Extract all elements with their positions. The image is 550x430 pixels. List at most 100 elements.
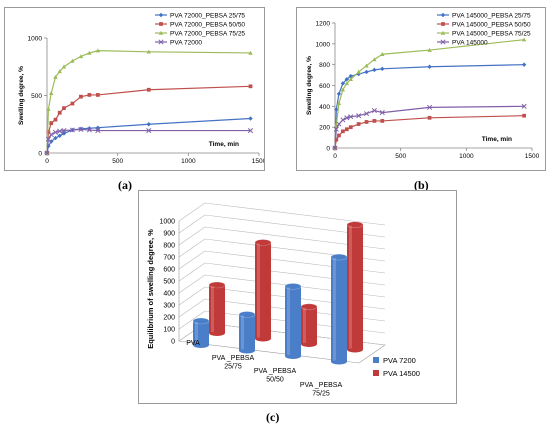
legend-label: PVA 145000 xyxy=(452,40,488,47)
bar-pva-7200 xyxy=(284,283,302,359)
category-label: 75/25 xyxy=(312,391,330,398)
category-label: 25/75 xyxy=(224,364,242,371)
data-point xyxy=(521,103,527,109)
data-point xyxy=(380,119,385,123)
data-point xyxy=(57,110,62,115)
data-point xyxy=(380,66,385,72)
y-tick-label: 200 xyxy=(319,125,330,132)
chart-panel-c: 0 100 200 300 400 500 600 700 800 900 1000 Equilibr… xyxy=(138,190,457,404)
data-point xyxy=(522,113,526,118)
series-line xyxy=(334,39,525,149)
y-tick-label: 700 xyxy=(163,255,175,262)
category-label: 50/50 xyxy=(266,377,284,384)
cylinder-body xyxy=(193,321,209,348)
data-point xyxy=(332,145,338,151)
gridline xyxy=(178,274,206,294)
data-point xyxy=(427,115,432,120)
x-tick-label: 0 xyxy=(45,158,49,165)
gridline xyxy=(204,202,386,226)
x-tick-label: 1500 xyxy=(252,158,264,165)
legend-label: PVA 72000 xyxy=(170,40,202,47)
gridline xyxy=(178,286,206,306)
data-point xyxy=(372,119,377,123)
data-point xyxy=(356,122,361,126)
cylinder-body xyxy=(239,314,255,354)
gridline xyxy=(178,214,206,234)
x-tick-label: 1500 xyxy=(525,153,540,160)
data-point xyxy=(379,110,385,116)
cylinder-body xyxy=(285,286,301,359)
y-axis-label: Equilibrium of swelling degree, % xyxy=(146,229,155,349)
data-point xyxy=(49,139,54,144)
cylinder-highlight xyxy=(241,315,244,350)
series-line xyxy=(46,50,251,154)
data-point xyxy=(344,115,350,121)
data-point xyxy=(46,107,51,112)
y-tick-label: 800 xyxy=(319,62,330,69)
data-point xyxy=(57,69,62,74)
data-point xyxy=(363,111,370,117)
data-point xyxy=(356,69,361,74)
series-3 xyxy=(44,48,253,155)
legend-label: PVA 14500 xyxy=(383,369,420,378)
data-point xyxy=(53,74,58,79)
data-point xyxy=(248,50,253,55)
data-point xyxy=(46,130,51,135)
legend-label: PVA 145000_PEBSA 75/25 xyxy=(452,31,531,38)
data-point xyxy=(52,129,59,135)
data-point xyxy=(344,81,350,86)
data-point xyxy=(348,114,354,120)
data-point xyxy=(61,128,67,134)
data-point xyxy=(521,37,527,42)
bar-pva-7200 xyxy=(238,311,256,354)
data-point xyxy=(336,121,342,127)
data-point xyxy=(364,63,369,68)
data-point xyxy=(427,47,432,52)
cylinder-body xyxy=(301,306,317,347)
y-tick-label: 1000 xyxy=(159,219,175,226)
data-point xyxy=(248,84,253,89)
y-tick-label: 900 xyxy=(163,231,175,238)
caption-c: (c) xyxy=(266,410,280,424)
data-point xyxy=(78,54,84,59)
cylinder-highlight xyxy=(333,258,336,361)
data-point xyxy=(146,128,152,134)
data-point xyxy=(340,87,346,92)
data-point xyxy=(48,132,54,138)
data-point xyxy=(96,93,100,97)
y-tick-label: 500 xyxy=(163,279,175,286)
data-point xyxy=(344,77,350,82)
cylinder-highlight xyxy=(349,225,352,349)
chart-panel-a: 0 500 1000 0 500 1000 1500 Swelling degree, % Ti… xyxy=(4,7,267,171)
data-point xyxy=(334,137,339,142)
legend-marker xyxy=(441,22,445,26)
cylinder-body xyxy=(209,285,225,336)
data-point xyxy=(86,127,92,133)
cylinder-body xyxy=(255,242,271,342)
gridline xyxy=(178,250,206,270)
data-point xyxy=(95,128,101,134)
legend-swatch xyxy=(373,370,379,376)
cylinder-body xyxy=(347,224,363,353)
chart-panel-b: 0 200 400 600 800 1000 1200 0 500 1000 1500 Swellin… xyxy=(296,7,546,171)
data-point xyxy=(521,62,527,67)
legend-label: PVA 7200 xyxy=(383,356,416,365)
caption-b: (b) xyxy=(414,178,429,192)
data-point xyxy=(45,136,51,142)
y-tick-label: 100 xyxy=(163,327,175,334)
gridline xyxy=(178,310,206,330)
bar-pva-14500 xyxy=(254,239,272,342)
legend-marker xyxy=(158,30,164,35)
data-point xyxy=(146,87,151,92)
gridline xyxy=(178,202,206,222)
data-point xyxy=(364,120,369,124)
legend-label: PVA 145000_PEBSA 50/50 xyxy=(452,22,531,29)
bar-pva-14500 xyxy=(208,281,226,336)
gridline xyxy=(178,262,206,282)
cylinder-highlight xyxy=(257,243,260,338)
data-point xyxy=(372,57,377,62)
cylinder-top xyxy=(330,253,348,261)
x-tick-label: 1000 xyxy=(181,158,196,165)
data-point xyxy=(364,69,369,75)
y-tick-label: 0 xyxy=(326,146,330,153)
